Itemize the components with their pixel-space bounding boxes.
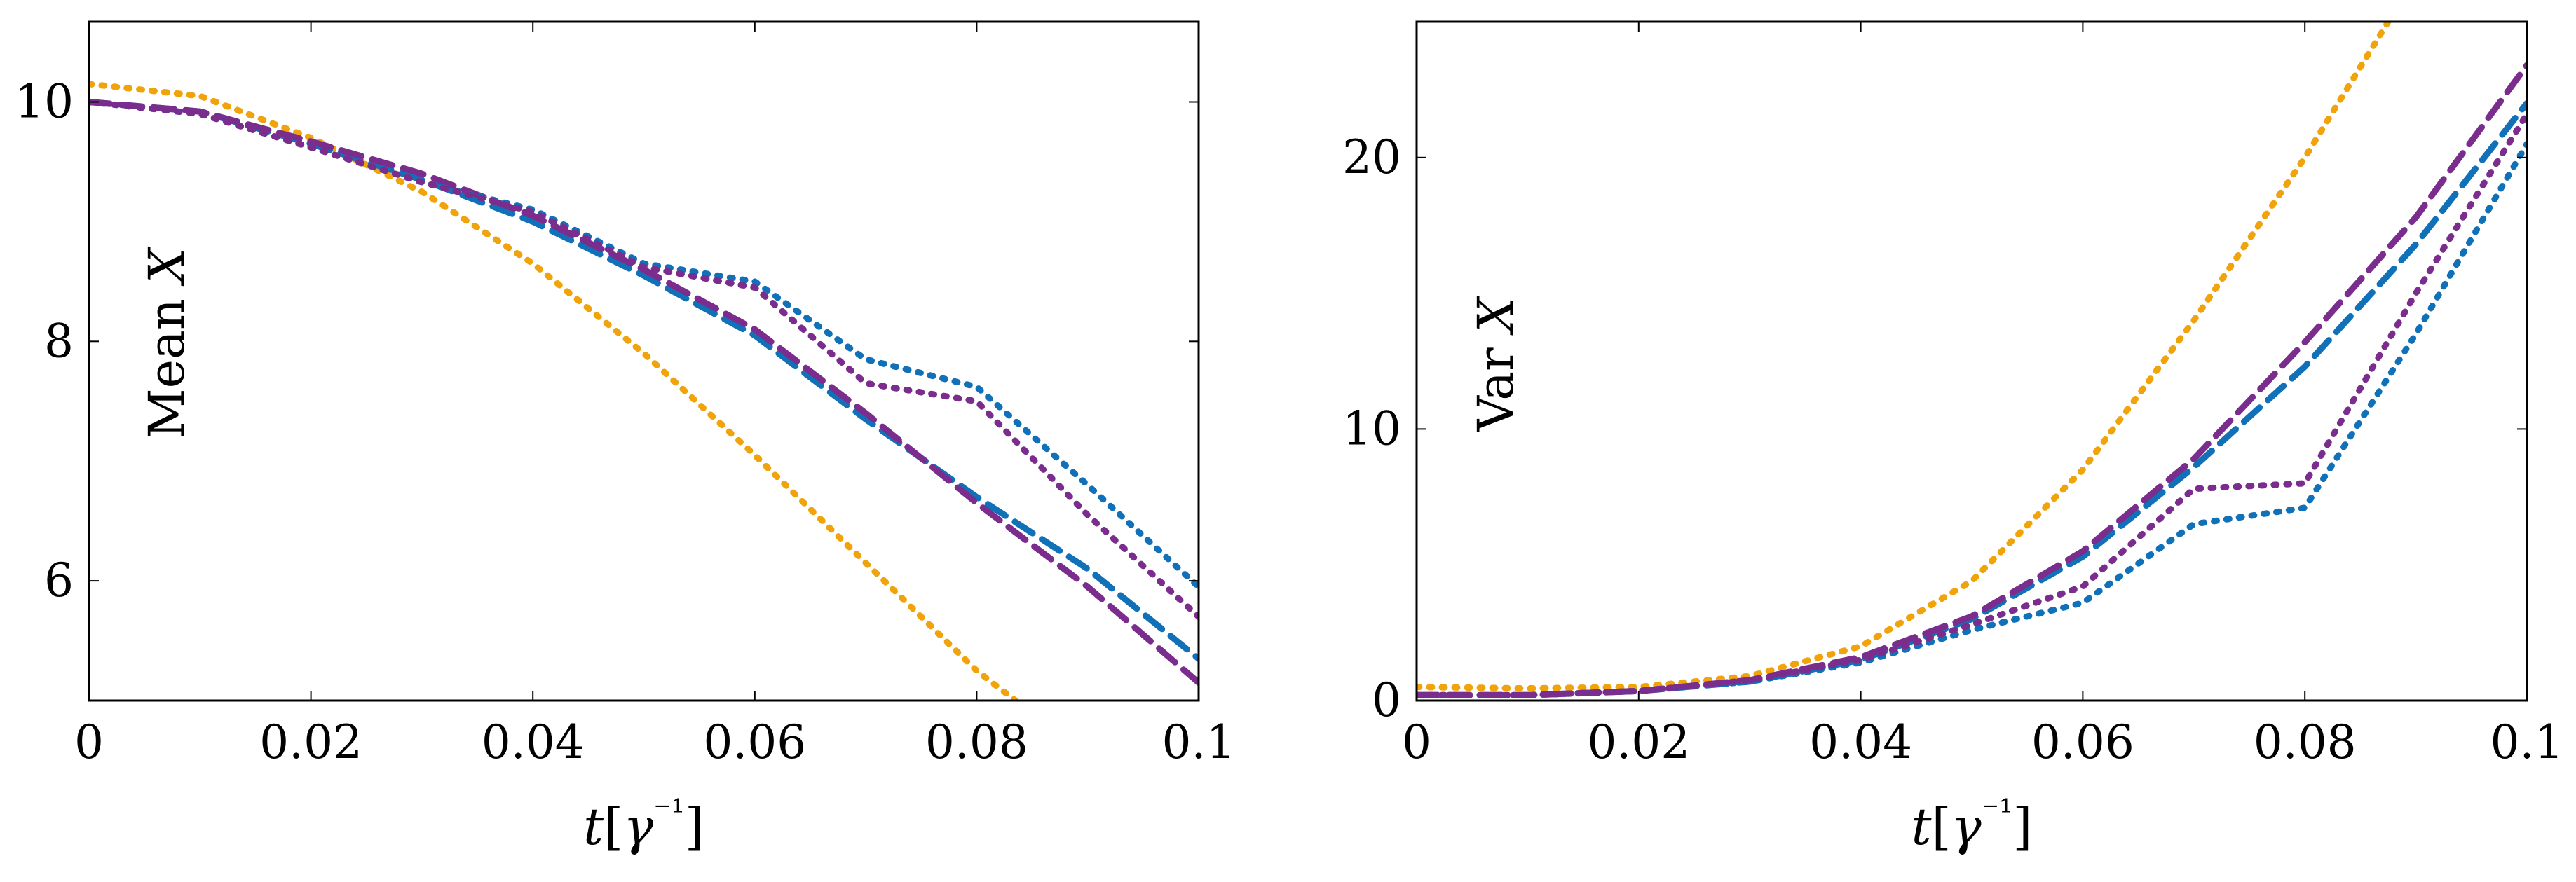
var-x-x-axis-title: t[γ⁻¹]: [1911, 792, 2033, 856]
var-x-x-tick-label: 0.06: [2031, 715, 2134, 769]
var-x-x-tick-label: 0.08: [2254, 715, 2357, 769]
var-x-series-purple-dotted: [1417, 111, 2527, 698]
mean-x-series-purple-dotted: [89, 99, 1199, 620]
mean-x-series-purple-dashed: [89, 99, 1199, 686]
mean-x-x-tick-label: 0.1: [1162, 715, 1236, 769]
var-x-y-tick-label: 10: [1342, 401, 1401, 455]
var-x-series-orange-dotted: [1417, 22, 2392, 692]
mean-x-y-tick-label: 8: [44, 314, 74, 368]
var-x-x-tick-label: 0: [1402, 715, 1431, 769]
mean-x-series-orange-dotted: [89, 81, 1019, 701]
mean-x-panel: 0 0.02 0.04 0.06 0.08 0.1 6 8 10 t[γ⁻¹] Mean X: [15, 20, 1236, 856]
mean-x-series-group: [89, 81, 1199, 701]
mean-x-x-tick-label: 0.08: [925, 715, 1028, 769]
var-x-series-purple-dashed: [1417, 62, 2527, 698]
var-x-axes-frame: [1415, 20, 2528, 702]
var-x-inner-label: Var X: [1467, 295, 1525, 432]
var-x-panel: 0 0.02 0.04 0.06 0.08 0.1 0 10 20 t[γ⁻¹] Var X: [1342, 20, 2564, 856]
mean-x-y-tick-label: 10: [15, 75, 74, 129]
mean-x-x-tick-label: 0.06: [703, 715, 806, 769]
var-x-series-blue-dotted: [1417, 140, 2527, 698]
mean-x-x-tick-label: 0.04: [482, 715, 585, 769]
mean-x-x-tick-label: 0: [74, 715, 104, 769]
mean-x-y-tick-label: 6: [44, 553, 74, 607]
mean-x-series-blue-dotted: [89, 99, 1199, 591]
var-x-series-group: [1417, 22, 2527, 698]
var-x-y-tick-label: 20: [1342, 130, 1401, 184]
var-x-x-tick-label: 0.02: [1587, 715, 1690, 769]
mean-x-x-tick-label: 0.02: [259, 715, 362, 769]
mean-x-x-axis-title: t[γ⁻¹]: [583, 792, 704, 856]
var-x-series-blue-dashed: [1417, 99, 2527, 698]
var-x-x-tick-label: 0.04: [1809, 715, 1912, 769]
mean-x-inner-label: Mean X: [138, 246, 196, 439]
var-x-y-tick-label: 0: [1372, 673, 1401, 727]
mean-x-series-blue-dashed: [89, 99, 1199, 662]
var-x-x-tick-label: 0.1: [2490, 715, 2564, 769]
mean-x-axes-frame: [88, 20, 1200, 702]
